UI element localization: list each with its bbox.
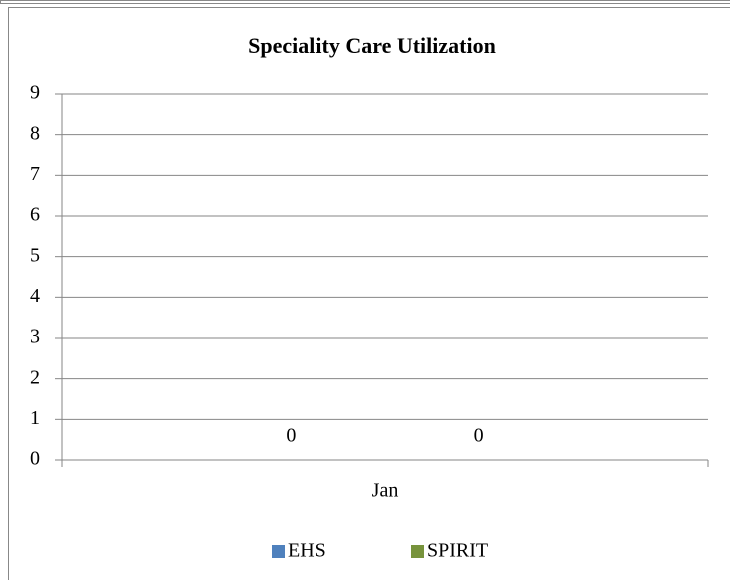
y-tick-label: 6 xyxy=(30,204,40,226)
legend-label: SPIRIT xyxy=(427,540,488,562)
chart-frame xyxy=(8,7,730,580)
chart-title: Speciality Care Utilization xyxy=(248,33,496,58)
y-tick-label: 3 xyxy=(30,326,40,348)
y-tick-label: 0 xyxy=(30,448,40,470)
y-tick-label: 9 xyxy=(30,82,40,104)
y-tick-label: 8 xyxy=(30,122,40,144)
y-tick-label: 7 xyxy=(30,163,40,185)
y-tick-label: 4 xyxy=(30,285,40,307)
frame-top xyxy=(0,0,730,4)
data-label: 0 xyxy=(474,425,484,447)
legend-label: EHS xyxy=(288,540,326,562)
legend-swatch xyxy=(411,545,424,558)
y-tick-label: 5 xyxy=(30,244,40,266)
data-label: 0 xyxy=(286,425,296,447)
x-tick-label: Jan xyxy=(372,480,399,502)
legend-swatch xyxy=(272,545,285,558)
y-tick-label: 1 xyxy=(30,407,40,429)
y-tick-label: 2 xyxy=(30,366,40,388)
